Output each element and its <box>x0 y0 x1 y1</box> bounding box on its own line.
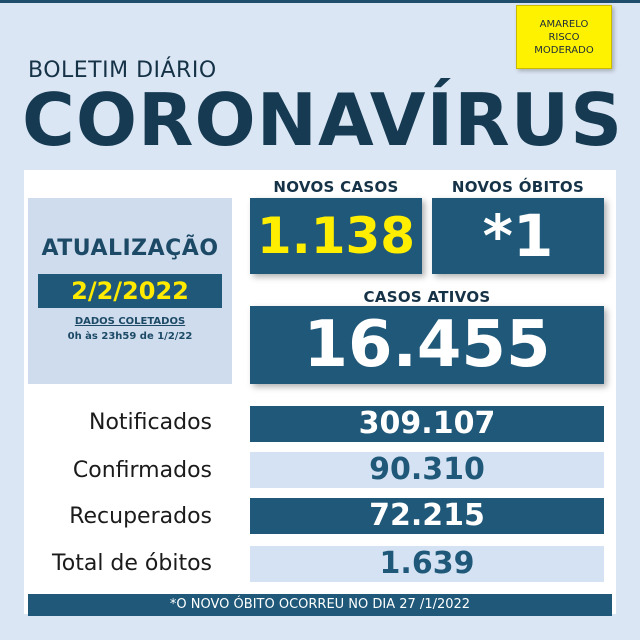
top-border-line <box>0 0 640 3</box>
new-deaths-value: *1 <box>432 198 604 274</box>
total-deaths-value: 1.639 <box>250 546 604 582</box>
confirmed-value: 90.310 <box>250 452 604 488</box>
notified-value: 309.107 <box>250 406 604 442</box>
recovered-value: 72.215 <box>250 498 604 534</box>
bulletin-subtitle: BOLETIM DIÁRIO <box>28 58 217 83</box>
active-cases-label: CASOS ATIVOS <box>363 288 491 306</box>
bulletin-title: CORONAVÍRUS <box>22 78 624 162</box>
confirmed-label: Confirmados <box>72 458 212 483</box>
notified-label: Notificados <box>89 410 212 435</box>
update-title: ATUALIZAÇÃO <box>41 236 219 261</box>
new-cases-label: NOVOS CASOS <box>273 178 399 196</box>
active-cases-value: 16.455 <box>250 306 604 384</box>
new-cases-value: 1.138 <box>250 198 422 274</box>
update-date: 2/2/2022 <box>38 274 222 308</box>
data-collected-note: DADOS COLETADOS <box>74 316 186 327</box>
badge-line-1: AMARELO <box>539 18 589 30</box>
new-deaths-label: NOVOS ÓBITOS <box>451 178 585 196</box>
badge-line-3: MODERADO <box>534 44 594 56</box>
total-deaths-label: Total de óbitos <box>52 551 212 576</box>
recovered-label: Recuperados <box>69 504 212 529</box>
data-period-note: 0h às 23h59 de 1/2/22 <box>67 331 193 342</box>
footer-note: *O NOVO ÓBITO OCORREU NO DIA 27 /1/2022 <box>28 594 612 616</box>
risk-level-badge: AMARELO RISCO MODERADO <box>516 5 612 69</box>
badge-line-2: RISCO <box>548 31 580 43</box>
